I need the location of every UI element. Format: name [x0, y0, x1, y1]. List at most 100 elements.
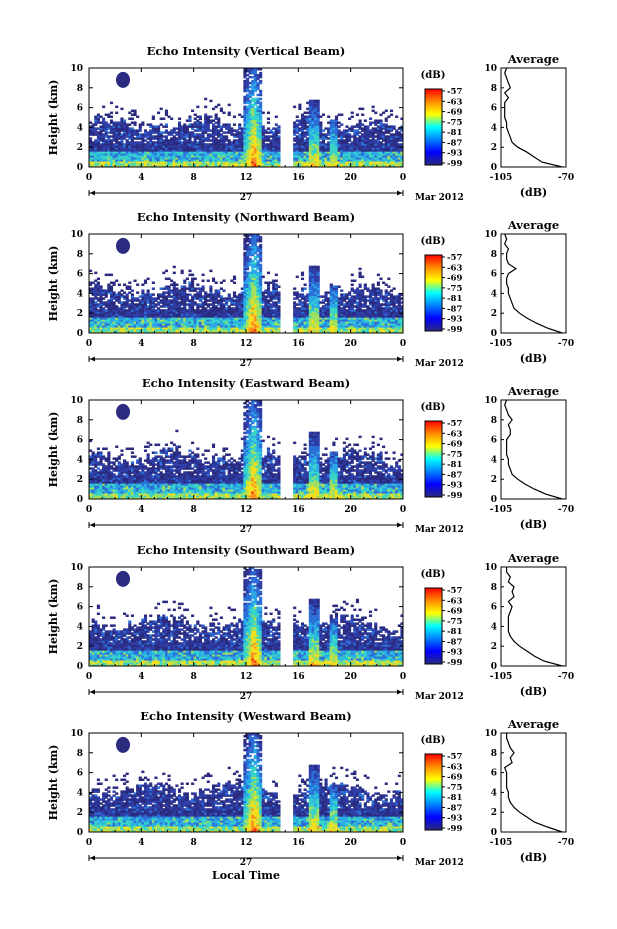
heatmap-cell [334, 293, 339, 296]
heatmap-cell [264, 163, 268, 166]
heatmap-cell [293, 149, 297, 152]
heatmap-cell [256, 299, 260, 302]
heatmap-cell [117, 325, 121, 328]
heatmap-cell [293, 131, 297, 134]
heatmap-cell [327, 141, 331, 144]
heatmap-cell [253, 109, 257, 113]
heatmap-cell [274, 329, 278, 332]
heatmap-cell [246, 139, 250, 142]
heatmap-cell [311, 313, 315, 316]
heatmap-cell [96, 309, 100, 312]
heatmap-cell [266, 145, 271, 148]
heatmap-cell [261, 129, 265, 132]
heatmap-cell [303, 321, 307, 324]
heatmap-cell [232, 163, 237, 166]
heatmap-cell [277, 143, 281, 146]
heatmap-cell [371, 105, 375, 109]
heatmap-cell [259, 113, 263, 117]
heatmap-cell [272, 303, 276, 306]
heatmap-cell [266, 139, 271, 142]
heatmap-cell [368, 149, 373, 152]
heatmap-cell [358, 127, 362, 130]
heatmap-cell [395, 153, 399, 156]
heatmap-cell [162, 139, 166, 142]
heatmap-cell [170, 137, 174, 140]
heatmap-cell [227, 103, 231, 107]
heatmap-cell [211, 145, 216, 148]
heatmap-cell [238, 123, 242, 126]
heatmap-cell [151, 117, 155, 120]
heatmap-cell [183, 331, 187, 334]
heatmap-cell [259, 237, 263, 241]
heatmap-cell [311, 143, 315, 146]
heatmap-cell [316, 145, 320, 148]
heatmap-cell [300, 149, 305, 152]
heatmap-cell [277, 125, 281, 128]
heatmap-cell [196, 141, 200, 144]
heatmap-cell [177, 289, 182, 292]
heatmap-cell [151, 141, 155, 144]
heatmap-cell [107, 287, 111, 290]
heatmap-cell [107, 311, 111, 314]
heatmap-cell [371, 143, 375, 146]
heatmap-cell [209, 327, 213, 330]
heatmap-cell [363, 165, 367, 168]
heatmap-cell [295, 139, 299, 142]
heatmap-cell [253, 297, 257, 300]
heatmap-cell [180, 133, 184, 136]
heatmap-cell [230, 165, 234, 168]
heatmap-cell [107, 317, 111, 320]
heatmap-cell [123, 321, 127, 324]
heatmap-cell [308, 307, 312, 310]
heatmap-cell [303, 329, 307, 332]
heatmap-cell [217, 149, 221, 152]
heatmap-cell [180, 287, 184, 290]
heatmap-cell [321, 313, 325, 316]
heatmap-cell [151, 313, 155, 316]
heatmap-cell [209, 269, 213, 273]
heatmap-cell [125, 329, 129, 332]
heatmap-cell [154, 319, 158, 322]
heatmap-cell [130, 289, 134, 292]
heatmap-cell [329, 299, 333, 302]
heatmap-cell [211, 321, 216, 324]
heatmap-cell [136, 323, 140, 326]
heatmap-cell [248, 323, 252, 326]
heatmap-cell [327, 121, 331, 124]
heatmap-cell [201, 305, 205, 308]
heatmap-cell [222, 151, 226, 154]
heatmap-cell [321, 325, 325, 328]
heatmap-cell [206, 303, 210, 306]
heatmap-cell [371, 151, 375, 154]
heatmap-cell [334, 125, 339, 128]
heatmap-cell [248, 135, 252, 138]
heatmap-cell [324, 297, 328, 300]
heatmap-cell [177, 139, 182, 142]
heatmap-cell [102, 315, 106, 318]
heatmap-cell [193, 317, 197, 320]
heatmap-cell [243, 141, 247, 144]
heatmap-cell [295, 323, 299, 326]
heatmap-cell [175, 151, 179, 154]
heatmap-cell [311, 123, 315, 126]
heatmap-cell [337, 285, 341, 288]
heatmap-cell [366, 129, 370, 132]
heatmap-cell [214, 131, 218, 134]
heatmap-cell [94, 139, 98, 142]
heatmap-cell [201, 147, 205, 150]
heatmap-cell [266, 323, 271, 326]
heatmap-cell [274, 309, 278, 312]
heatmap-cell [138, 321, 142, 324]
heatmap-cell [225, 125, 229, 128]
heatmap-cell [225, 329, 229, 332]
heatmap-cell [177, 145, 182, 148]
heatmap-cell [112, 153, 116, 156]
heatmap-cell [149, 153, 153, 156]
heatmap-cell [185, 323, 189, 326]
heatmap-cell [94, 311, 98, 314]
heatmap-cell [348, 139, 352, 142]
heatmap-cell [251, 321, 255, 324]
heatmap-cell [159, 321, 163, 324]
heatmap-cell [183, 285, 187, 288]
heatmap-cell [246, 159, 250, 162]
